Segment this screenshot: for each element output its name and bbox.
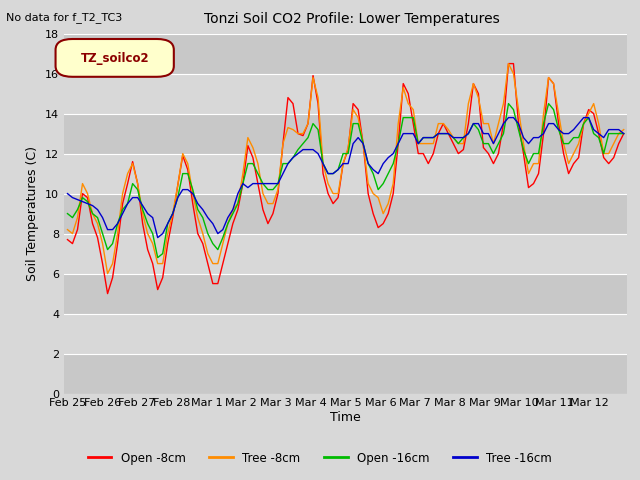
Bar [64, 114, 627, 154]
Bar [64, 354, 627, 394]
Bar [64, 234, 627, 274]
Bar [64, 193, 627, 234]
Text: Tonzi Soil CO2 Profile: Lower Temperatures: Tonzi Soil CO2 Profile: Lower Temperatur… [204, 12, 500, 26]
Bar [64, 313, 627, 354]
Bar [64, 274, 627, 313]
Bar [64, 73, 627, 114]
FancyBboxPatch shape [56, 39, 174, 77]
Legend: Open -8cm, Tree -8cm, Open -16cm, Tree -16cm: Open -8cm, Tree -8cm, Open -16cm, Tree -… [83, 447, 557, 469]
Text: TZ_soilco2: TZ_soilco2 [81, 51, 149, 65]
Text: No data for f_T2_TC3: No data for f_T2_TC3 [6, 12, 123, 23]
Y-axis label: Soil Temperatures (C): Soil Temperatures (C) [26, 146, 40, 281]
Bar [64, 34, 627, 73]
X-axis label: Time: Time [330, 411, 361, 424]
Bar [64, 154, 627, 193]
